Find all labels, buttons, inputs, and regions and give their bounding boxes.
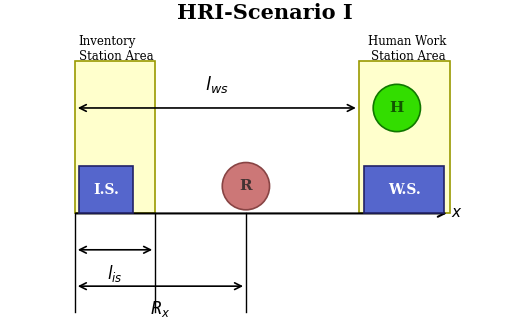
Text: $x$: $x$ bbox=[452, 206, 463, 220]
Text: Human Work
Station Area: Human Work Station Area bbox=[367, 35, 446, 63]
Bar bbox=[75, 61, 155, 214]
Bar bbox=[364, 166, 444, 214]
Text: $l_{ws}$: $l_{ws}$ bbox=[205, 74, 228, 95]
Title: HRI-Scenario I: HRI-Scenario I bbox=[177, 3, 353, 23]
Bar bbox=[359, 61, 449, 214]
Text: I.S.: I.S. bbox=[93, 183, 119, 197]
Circle shape bbox=[222, 163, 270, 210]
Text: W.S.: W.S. bbox=[388, 183, 420, 197]
Text: H: H bbox=[390, 101, 404, 115]
Text: $R_x$: $R_x$ bbox=[150, 299, 171, 319]
Text: Inventory
Station Area: Inventory Station Area bbox=[78, 35, 153, 63]
Text: $l_{is}$: $l_{is}$ bbox=[107, 262, 123, 284]
Bar bbox=[78, 166, 133, 214]
Circle shape bbox=[373, 84, 420, 132]
Text: R: R bbox=[240, 179, 252, 193]
